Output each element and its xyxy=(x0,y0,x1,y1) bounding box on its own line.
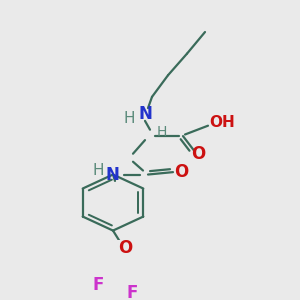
Text: OH: OH xyxy=(209,115,235,130)
Text: O: O xyxy=(191,145,205,163)
Text: F: F xyxy=(92,276,104,294)
Text: O: O xyxy=(174,163,188,181)
Text: N: N xyxy=(105,166,119,184)
Text: N: N xyxy=(138,106,152,124)
Text: F: F xyxy=(126,284,138,300)
Text: H: H xyxy=(157,125,167,139)
Text: O: O xyxy=(118,239,132,257)
Text: H: H xyxy=(92,163,104,178)
Text: H: H xyxy=(123,111,135,126)
